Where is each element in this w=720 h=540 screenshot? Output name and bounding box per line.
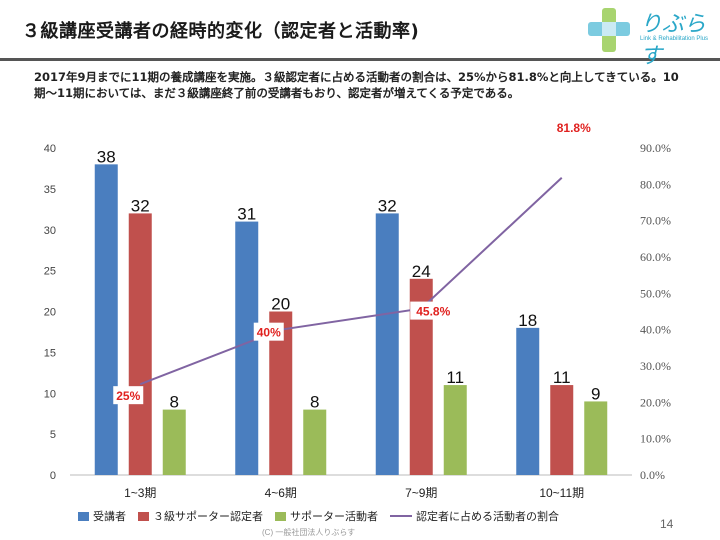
- y-right-tick-label: 40.0%: [640, 323, 671, 337]
- legend-label: 認定者に占める活動者の割合: [416, 509, 559, 523]
- bar: [94, 164, 118, 475]
- y-left-tick-label: 15: [44, 347, 56, 359]
- logo-subtitle: Link & Rehabilitation Plus: [640, 36, 709, 42]
- y-right-tick-label: 80.0%: [640, 177, 671, 191]
- bar: [375, 213, 399, 475]
- rate-value-label: 25%: [116, 389, 140, 403]
- bar-value-label: 9: [591, 384, 600, 403]
- bar-value-label: 32: [378, 196, 397, 215]
- bar-value-label: 24: [412, 262, 431, 281]
- bar: [235, 221, 259, 475]
- y-left-tick-label: 10: [44, 388, 56, 400]
- y-left-tick-label: 20: [44, 307, 56, 319]
- rate-value-label: 81.8%: [557, 121, 591, 135]
- rate-label-bg: [253, 322, 284, 341]
- page-number: 14: [660, 517, 674, 531]
- rate-label-bg: [113, 386, 144, 405]
- y-right-tick-label: 20.0%: [640, 395, 671, 409]
- bar-value-label: 11: [446, 368, 464, 387]
- bar: [409, 278, 433, 475]
- bar-value-label: 38: [97, 147, 116, 166]
- y-right-tick-label: 10.0%: [640, 432, 671, 446]
- y-left-tick-label: 40: [44, 143, 56, 155]
- bar: [550, 385, 574, 475]
- bar-value-label: 32: [131, 196, 150, 215]
- x-tick-label: 4~6期: [265, 486, 297, 500]
- rate-value-label: 45.8%: [416, 305, 450, 319]
- y-right-tick-label: 60.0%: [640, 250, 671, 264]
- y-left-tick-label: 30: [44, 225, 56, 237]
- rate-label-bg: [410, 301, 457, 320]
- bar-value-label: 8: [310, 393, 319, 412]
- legend-label: 受講者: [93, 509, 126, 523]
- chart-description: 2017年9月までに11期の養成講座を実施。３級認定者に占める活動者の割合は、2…: [34, 70, 679, 100]
- y-left-tick-label: 25: [44, 266, 56, 278]
- y-right-tick-label: 0.0%: [640, 468, 665, 482]
- bar: [584, 401, 608, 475]
- bar-value-label: 11: [553, 368, 571, 387]
- bar: [162, 409, 186, 475]
- bar: [443, 385, 467, 475]
- legend-label: ３級サポーター認定者: [153, 509, 263, 523]
- slide-title: ３級講座受講者の経時的変化（認定者と活動率): [22, 21, 420, 42]
- x-tick-label: 1~3期: [124, 486, 156, 500]
- x-tick-label: 7~9期: [405, 486, 437, 500]
- rate-value-label: 40%: [257, 326, 281, 340]
- bar: [516, 327, 540, 475]
- x-tick-label: 10~11期: [539, 486, 584, 500]
- bar: [128, 213, 152, 475]
- legend-swatch: [78, 512, 89, 521]
- y-left-tick-label: 5: [50, 429, 56, 441]
- bar-value-label: 31: [237, 205, 256, 224]
- y-right-tick-label: 30.0%: [640, 359, 671, 373]
- bar-value-label: 20: [271, 295, 290, 314]
- y-left-tick-label: 35: [44, 184, 56, 196]
- legend-label: サポーター活動者: [290, 509, 378, 523]
- y-right-tick-label: 70.0%: [640, 214, 671, 228]
- y-right-tick-label: 90.0%: [640, 141, 671, 155]
- bar-value-label: 18: [518, 311, 537, 330]
- title-divider: [0, 58, 720, 61]
- logo-text: りぶらす: [640, 12, 707, 69]
- bar-value-label: 8: [170, 393, 179, 412]
- cross-logo-icon: [588, 8, 630, 52]
- legend-swatch: [138, 512, 149, 521]
- y-left-tick-label: 0: [50, 470, 56, 482]
- bar: [269, 311, 293, 475]
- footer-copyright: (C) 一般社団法人りぶらす: [262, 528, 356, 537]
- rate-line: [139, 177, 563, 386]
- bar: [303, 409, 327, 475]
- legend-swatch: [275, 512, 286, 521]
- rate-label-bg: [550, 117, 597, 136]
- y-right-tick-label: 50.0%: [640, 286, 671, 300]
